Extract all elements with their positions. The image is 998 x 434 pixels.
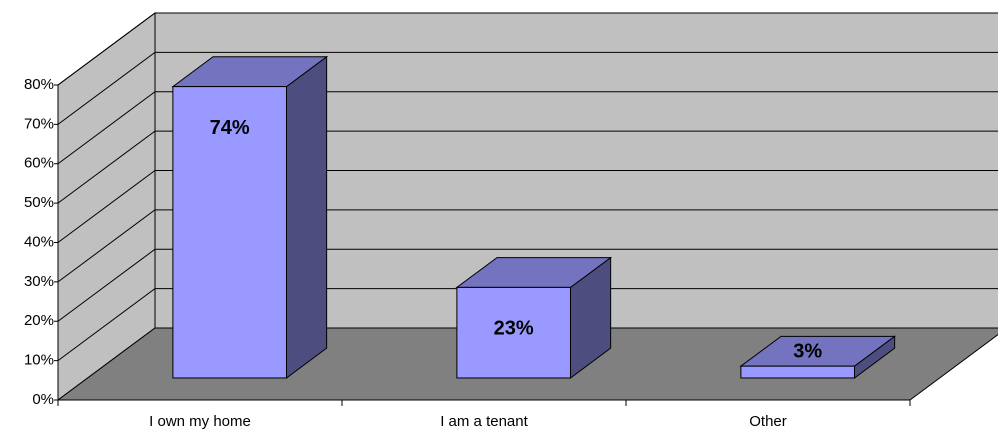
grid-line	[57, 248, 998, 322]
bar-side	[285, 55, 328, 379]
value-label: 3%	[793, 340, 822, 362]
y-tick-label: 50%	[24, 194, 54, 211]
y-tick-label: 80%	[24, 76, 54, 93]
bar	[172, 86, 287, 379]
bar	[740, 365, 855, 379]
y-tick-label: 20%	[24, 312, 54, 329]
y-tick-label: 40%	[24, 233, 54, 250]
x-tick-label: I am a tenant	[440, 413, 528, 430]
grid-line	[57, 130, 998, 204]
value-label: 23%	[494, 318, 534, 340]
y-tick-label: 30%	[24, 273, 54, 290]
grid-line	[57, 91, 998, 165]
y-tick-label: 60%	[24, 155, 54, 172]
y-tick-label: 0%	[32, 391, 54, 408]
grid-line	[57, 12, 998, 86]
grid-line	[57, 170, 998, 243]
x-tick-label: Other	[749, 413, 787, 430]
bar	[456, 286, 571, 379]
x-tick-label: I own my home	[149, 413, 251, 430]
value-label: 74%	[210, 117, 250, 139]
grid-line	[57, 51, 998, 125]
grid-line	[57, 209, 998, 283]
y-tick-label: 10%	[24, 352, 54, 369]
grid-line	[57, 288, 998, 362]
y-tick-label: 70%	[24, 115, 54, 132]
